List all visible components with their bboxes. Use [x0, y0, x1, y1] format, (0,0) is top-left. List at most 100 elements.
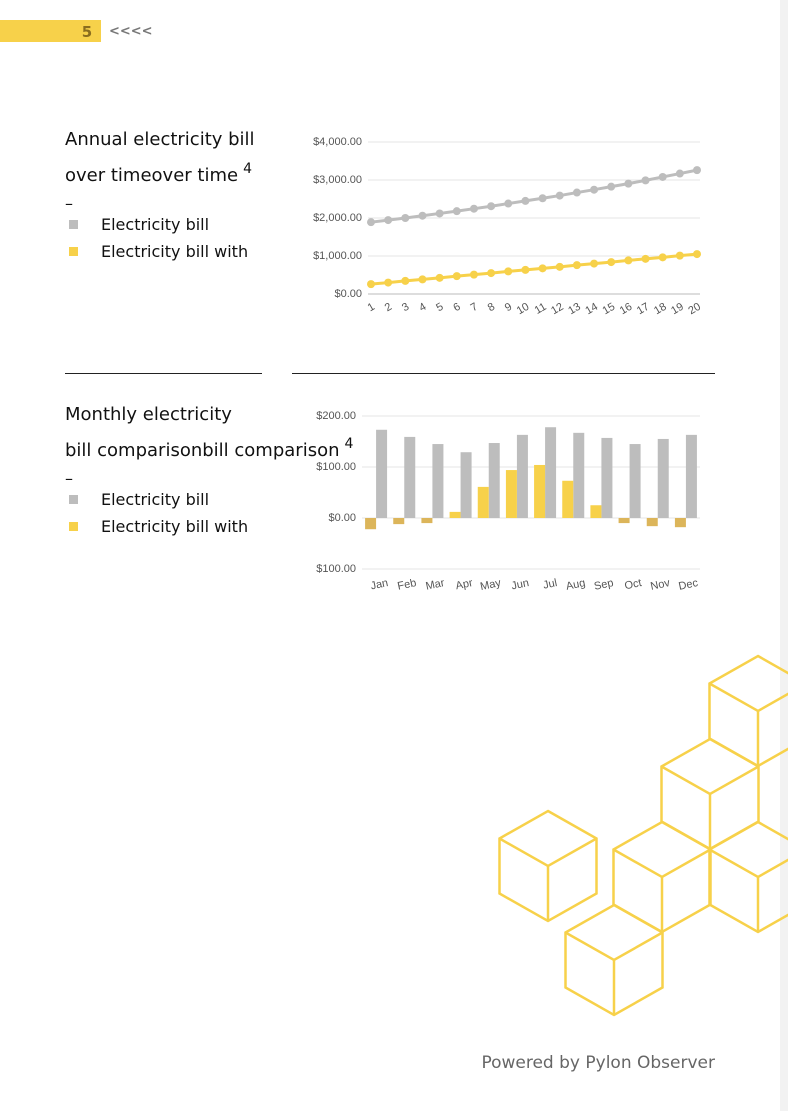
bar [449, 511, 461, 518]
legend-label: Electricity bill [101, 490, 209, 509]
point [452, 272, 461, 281]
point [658, 253, 667, 262]
nav-back[interactable]: <<<< [109, 24, 153, 39]
bar [534, 464, 546, 518]
bar [657, 438, 669, 518]
cube-edge [612, 848, 712, 879]
y-tick-label: $0.00 [334, 288, 362, 300]
bar [545, 427, 557, 518]
bar [590, 505, 602, 518]
bar [685, 434, 697, 518]
cube-edge [498, 837, 598, 868]
x-tick-label: 4 [417, 301, 428, 314]
cube-edge [660, 765, 760, 796]
point [693, 250, 701, 259]
x-tick-label: Mar [425, 577, 446, 593]
x-tick-label: Jun [510, 577, 530, 592]
legend-swatch [69, 522, 78, 531]
page-tab [0, 20, 101, 42]
cube-edge [564, 931, 664, 962]
y-tick-label: $1,000.00 [313, 250, 362, 262]
bar [646, 518, 658, 527]
bar [432, 444, 444, 518]
x-tick-label: 12 [549, 301, 566, 318]
point [367, 218, 375, 227]
x-tick-label: 13 [566, 301, 583, 318]
point [675, 251, 684, 260]
x-tick-label: 3 [400, 301, 411, 314]
x-tick-label: Sep [593, 577, 615, 593]
point [590, 259, 599, 268]
y-tick-label: $0.00 [328, 512, 356, 524]
bar [601, 437, 613, 518]
point [367, 280, 375, 289]
point [641, 254, 650, 263]
bar [629, 444, 641, 518]
x-tick-label: 6 [451, 301, 462, 314]
point [555, 191, 564, 200]
x-tick-label: Dec [678, 577, 700, 593]
point [555, 262, 564, 271]
x-tick-label: 16 [618, 301, 635, 318]
bar [393, 518, 405, 525]
x-tick-label: Jan [369, 577, 389, 592]
point [607, 182, 616, 191]
y-tick-label: $100.00 [316, 563, 356, 575]
point [469, 270, 478, 279]
point [401, 276, 410, 285]
point [384, 216, 393, 225]
point [538, 264, 547, 273]
x-tick-label: 17 [635, 301, 652, 318]
y-tick-label: $4,000.00 [313, 136, 362, 148]
point [521, 265, 530, 274]
x-tick-label: 2 [383, 301, 394, 314]
section-title-line: bill comparison [202, 440, 339, 461]
x-tick-label: Aug [565, 577, 587, 593]
point [572, 188, 581, 197]
x-tick-label: Oct [624, 577, 643, 592]
section-title-line: over time [152, 165, 239, 186]
x-tick-label: Nov [649, 577, 671, 593]
bar [421, 518, 433, 524]
page-number: 5 [82, 23, 92, 41]
x-tick-label: 14 [583, 301, 600, 318]
cube-decoration [498, 654, 788, 1017]
x-tick-label: 11 [533, 301, 549, 317]
bar [516, 434, 528, 518]
bar [404, 436, 416, 518]
point [607, 258, 616, 267]
point [504, 199, 513, 208]
x-tick-label: 10 [515, 301, 532, 318]
x-tick-label: May [479, 577, 502, 593]
bar [618, 518, 630, 524]
legend-label: Electricity bill with [101, 517, 248, 536]
y-tick-label: $100.00 [316, 461, 356, 473]
bar [376, 429, 388, 518]
footnote-ref: 4 [345, 436, 354, 452]
point [590, 185, 599, 194]
cube-edge [708, 682, 788, 713]
point [675, 169, 684, 178]
point [487, 202, 496, 211]
point [384, 278, 393, 287]
y-tick-label: $2,000.00 [313, 212, 362, 224]
point [418, 275, 427, 284]
section-title: Annual electricity bill [65, 129, 255, 150]
bar [460, 452, 472, 518]
x-tick-label: 19 [669, 301, 686, 318]
point [418, 211, 427, 220]
point [538, 194, 547, 203]
point [658, 172, 667, 181]
cube [708, 820, 788, 934]
point [401, 214, 410, 222]
point [435, 209, 444, 218]
bar [573, 432, 585, 518]
point [572, 261, 581, 270]
legend-label: Electricity bill with [101, 242, 248, 261]
x-tick-label: 8 [486, 301, 497, 314]
point [521, 196, 530, 205]
x-tick-label: 20 [686, 301, 703, 318]
legend-label: Electricity bill [101, 215, 209, 234]
